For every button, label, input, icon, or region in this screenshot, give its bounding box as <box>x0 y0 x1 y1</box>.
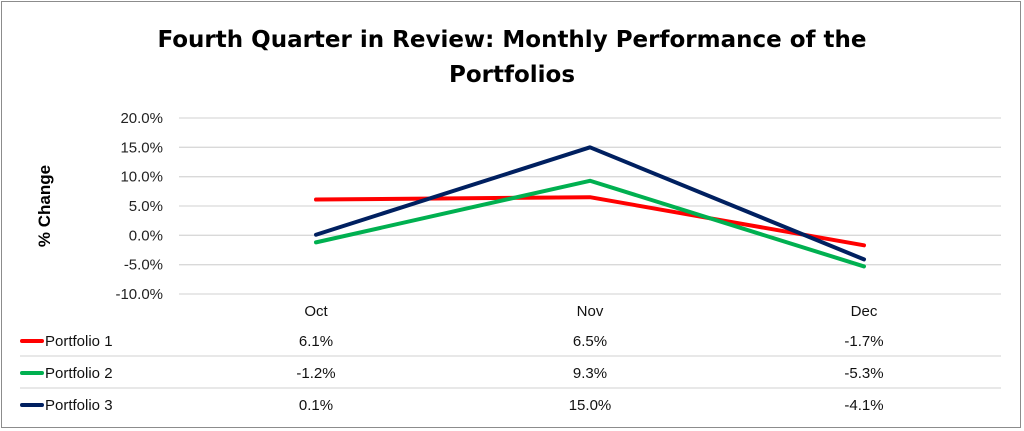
x-category-label: Dec <box>851 303 878 320</box>
table-cell: -5.3% <box>844 365 883 382</box>
x-category-label: Oct <box>304 303 328 320</box>
table-cell: 6.1% <box>299 333 333 350</box>
series-line-portfolio-3 <box>314 145 866 262</box>
y-tick-label: 15.0% <box>120 139 163 156</box>
table-cell: -1.7% <box>844 333 883 350</box>
series-line-portfolio-2 <box>314 178 866 269</box>
y-tick-label: -5.0% <box>124 257 163 274</box>
chart-title-line-2: Portfolios <box>449 62 575 88</box>
table-cell: 0.1% <box>299 397 333 414</box>
legend-label: Portfolio 1 <box>45 333 113 350</box>
table-cell: 6.5% <box>573 333 607 350</box>
y-tick-label: 5.0% <box>129 198 163 215</box>
legend-label: Portfolio 2 <box>45 365 113 382</box>
y-tick-label: 0.0% <box>129 227 163 244</box>
table-cell: 15.0% <box>569 397 612 414</box>
table-cell: 9.3% <box>573 365 607 382</box>
series-line-portfolio-1 <box>314 195 866 248</box>
y-tick-label: -10.0% <box>115 286 163 303</box>
y-axis-label: % Change <box>35 165 54 247</box>
table-cell: -1.2% <box>296 365 335 382</box>
y-tick-label: 10.0% <box>120 169 163 186</box>
legend-label: Portfolio 3 <box>45 397 113 414</box>
y-tick-label: 20.0% <box>120 110 163 127</box>
chart-title-line-1: Fourth Quarter in Review: Monthly Perfor… <box>157 27 866 53</box>
table-cell: -4.1% <box>844 397 883 414</box>
x-category-label: Nov <box>577 303 604 320</box>
